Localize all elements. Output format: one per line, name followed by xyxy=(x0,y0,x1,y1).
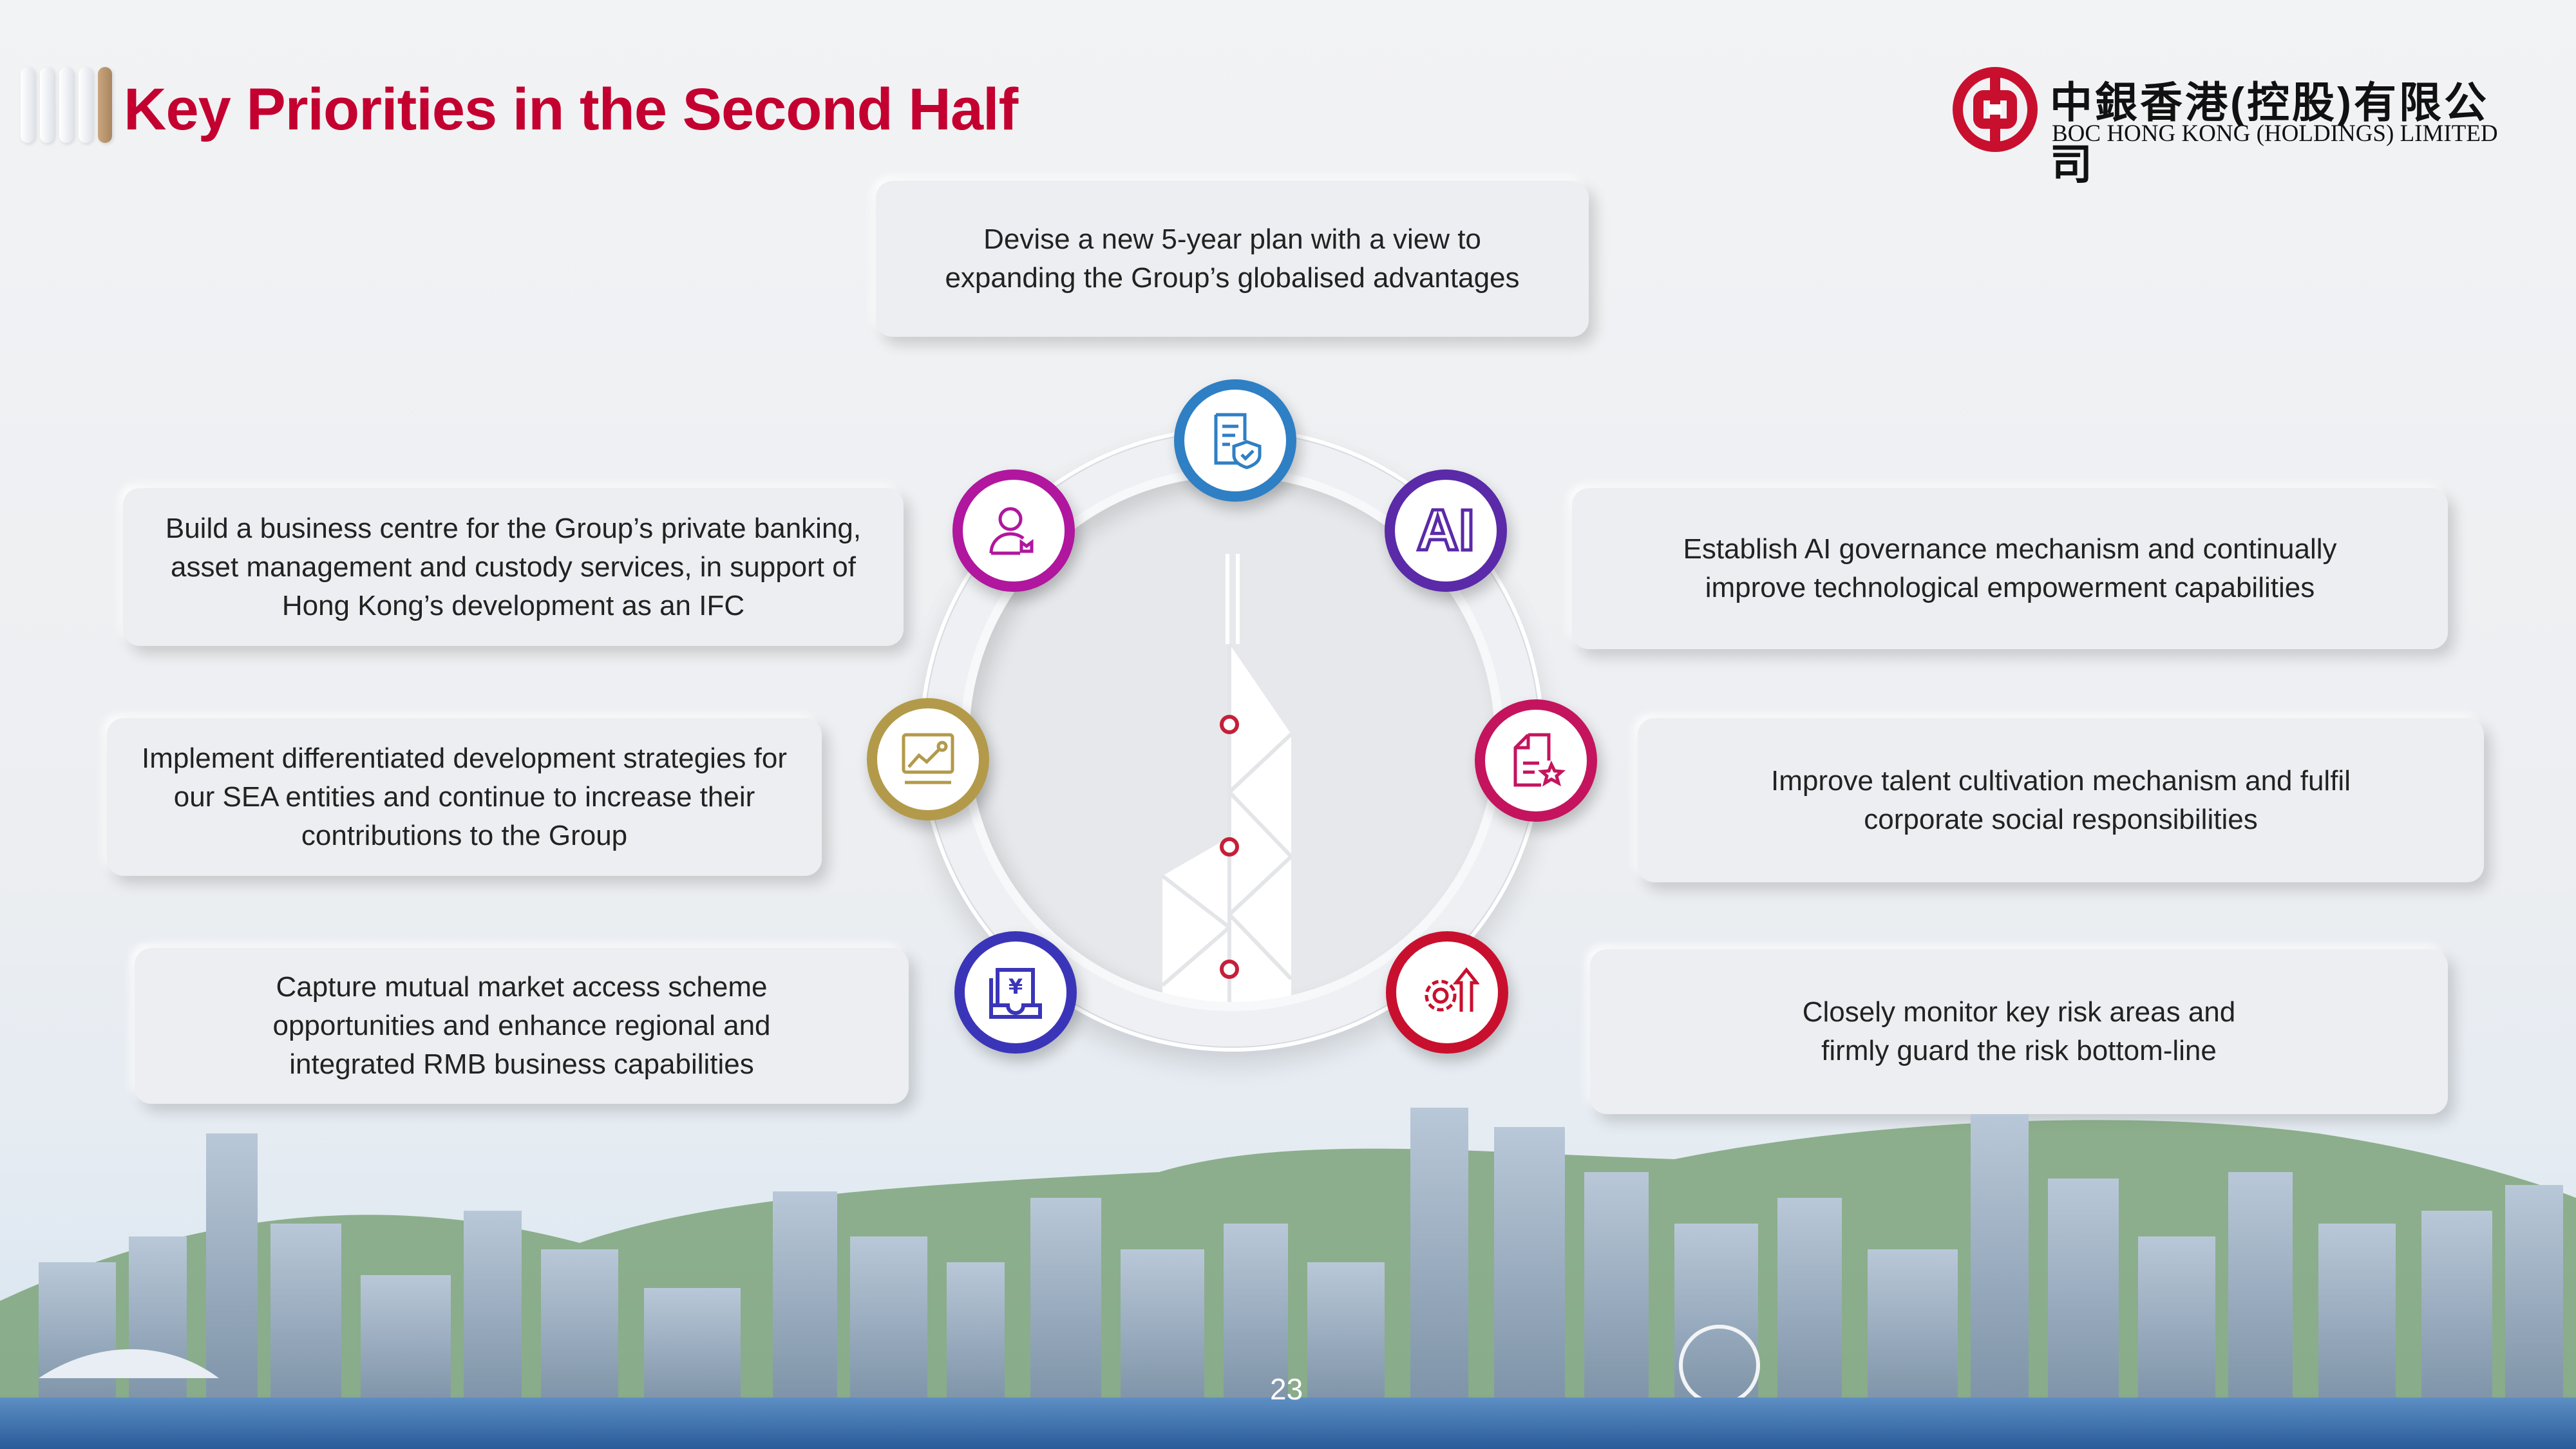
priority-text: Devise a new 5-year plan with a view to … xyxy=(945,223,1520,294)
priority-box-5-year-plan: Devise a new 5-year plan with a view to … xyxy=(876,181,1589,337)
priority-box-talent: Improve talent cultivation mechanism and… xyxy=(1638,718,2484,882)
growth-chart-icon xyxy=(867,698,989,820)
priority-text: Closely monitor key risk areas and firml… xyxy=(1802,996,2236,1066)
priority-box-private-banking: Build a business centre for the Group’s … xyxy=(123,488,904,646)
logo-english-name: BOC HONG KONG (HOLDINGS) LIMITED xyxy=(2052,120,2498,147)
priority-box-sea-entities: Implement differentiated development str… xyxy=(107,718,822,876)
document-shield-icon xyxy=(1174,379,1296,502)
priority-box-rmb-business: Capture mutual market access scheme oppo… xyxy=(135,948,909,1104)
rmb-tray-icon: ¥ xyxy=(954,931,1077,1054)
priority-text: Establish AI governance mechanism and co… xyxy=(1683,533,2337,603)
page-title: Key Priorities in the Second Half xyxy=(124,77,1018,142)
priority-box-risk: Closely monitor key risk areas and firml… xyxy=(1590,949,2448,1114)
priority-box-ai-governance: Establish AI governance mechanism and co… xyxy=(1572,488,2448,649)
company-logo: 中銀香港(控股)有限公司 BOC HONG KONG (HOLDINGS) LI… xyxy=(1950,64,2517,188)
logo-chinese-name: 中銀香港(控股)有限公司 xyxy=(2050,79,2489,188)
boc-logo-icon xyxy=(1953,67,2038,152)
priority-text: Build a business centre for the Group’s … xyxy=(165,512,862,621)
document-star-icon xyxy=(1475,699,1597,822)
ai-icon: AI xyxy=(1385,469,1507,592)
user-wallet-icon xyxy=(952,469,1075,592)
page-number: 23 xyxy=(1270,1372,1303,1406)
hong-kong-skyline-image xyxy=(0,1095,2576,1449)
gear-arrow-icon xyxy=(1386,931,1508,1054)
rmb-symbol: ¥ xyxy=(1009,974,1023,999)
priority-text: Improve talent cultivation mechanism and… xyxy=(1771,764,2351,835)
ai-icon-label: AI xyxy=(1416,497,1477,564)
priority-text: Implement differentiated development str… xyxy=(142,742,787,851)
priority-text: Capture mutual market access scheme oppo… xyxy=(272,971,771,1080)
boc-tower-graphic xyxy=(1161,554,1293,1002)
